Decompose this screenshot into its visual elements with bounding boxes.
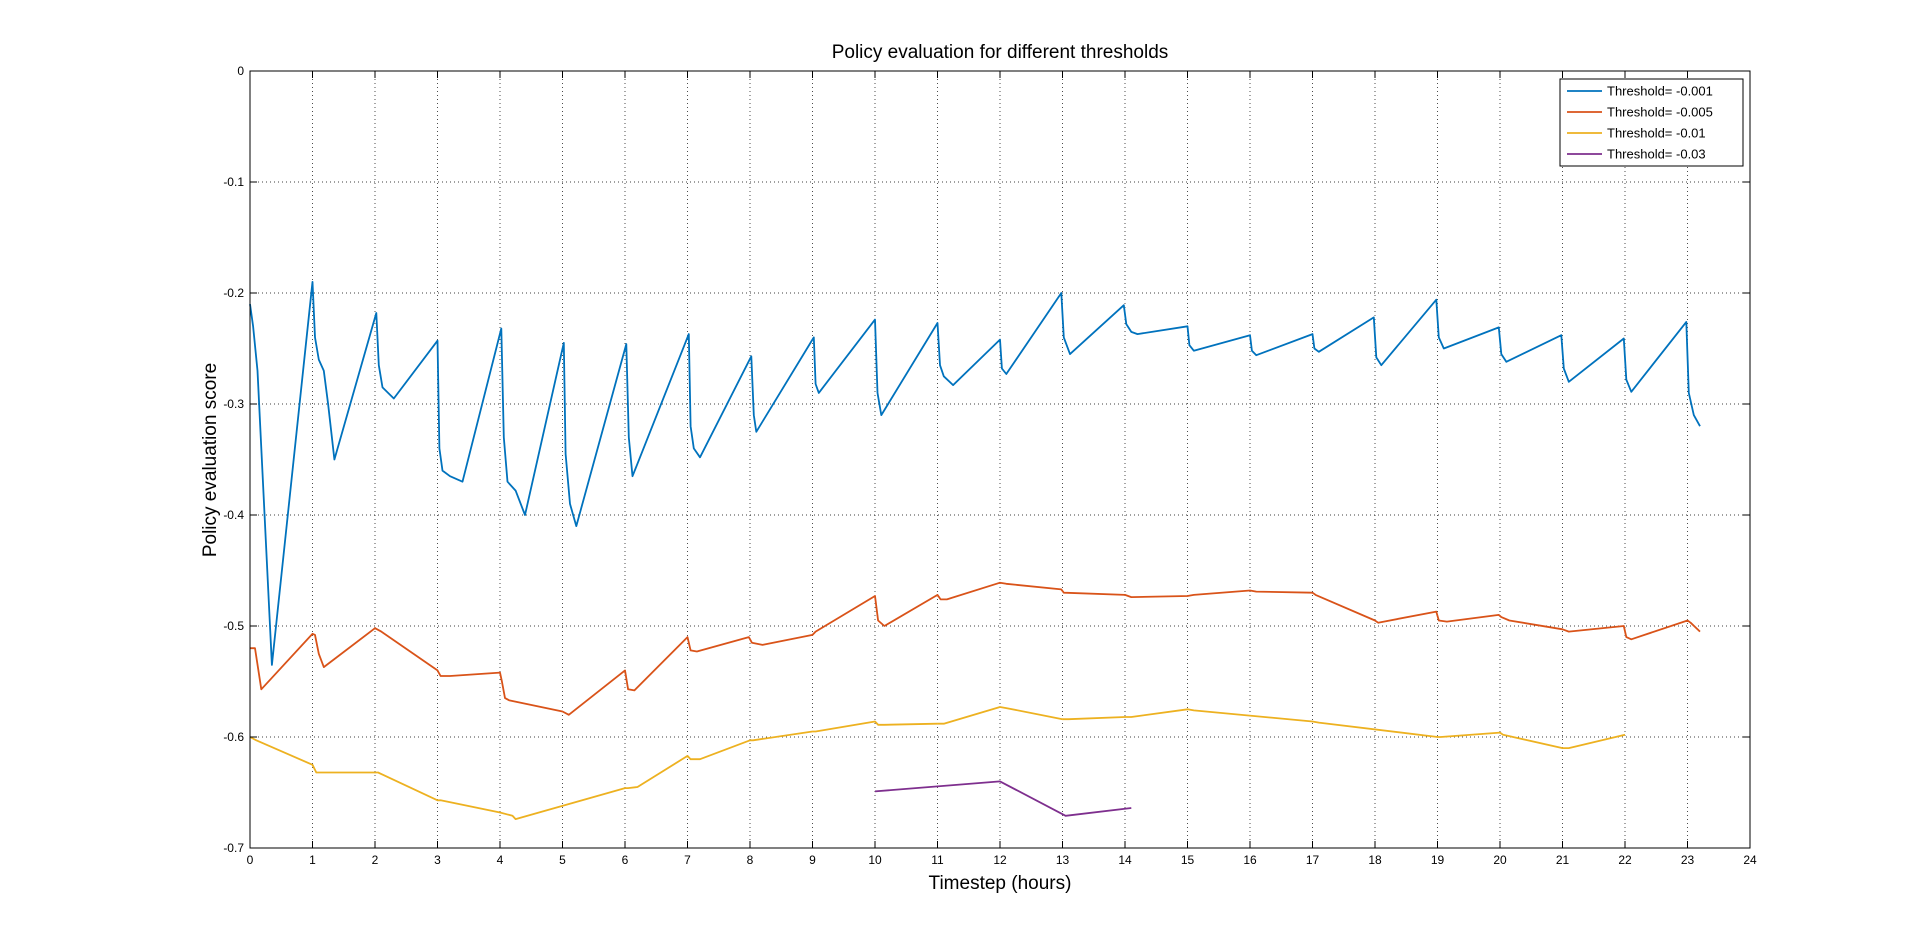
x-tick-label: 2: [372, 853, 379, 867]
legend: Threshold= -0.001 Threshold= -0.005 Thresh…: [1559, 78, 1744, 167]
series-line-4: [874, 780, 1132, 817]
x-tick-label: 6: [622, 853, 629, 867]
legend-label: Threshold= -0.005: [1607, 105, 1713, 120]
series-lines: [249, 280, 1701, 820]
y-tick-label: -0.5: [223, 619, 244, 633]
x-tick-label: 19: [1431, 853, 1445, 867]
y-tick-labels: 0 -0.1 -0.2 -0.3 -0.4 -0.5 -0.6 -0.7: [223, 64, 244, 855]
y-tick-label: -0.3: [223, 397, 244, 411]
x-tick-label: 12: [993, 853, 1007, 867]
x-tick-label: 21: [1556, 853, 1570, 867]
x-tick-label: 15: [1181, 853, 1195, 867]
series-line-2: [250, 581, 1701, 716]
x-tick-label: 5: [559, 853, 566, 867]
legend-label: Threshold= -0.001: [1607, 84, 1713, 99]
x-tick-label: 20: [1493, 853, 1507, 867]
y-tick-label: -0.1: [223, 175, 244, 189]
x-tick-label: 4: [497, 853, 504, 867]
grid: [250, 71, 1750, 848]
legend-label: Threshold= -0.03: [1607, 147, 1706, 162]
chart-title: Policy evaluation for different threshol…: [832, 42, 1169, 63]
y-tick-label: 0: [237, 64, 244, 78]
x-tick-label: 18: [1368, 853, 1382, 867]
x-tick-label: 23: [1681, 853, 1695, 867]
x-tick-labels: 0 1 2 3 4 5 6 7 8 9 10 11 12 13 14 15 16 17 18 19 20 21 22 23 24: [247, 853, 1757, 867]
legend-label: Threshold= -0.01: [1607, 126, 1706, 141]
x-tick-label: 8: [747, 853, 754, 867]
y-tick-label: -0.4: [223, 508, 244, 522]
x-tick-label: 14: [1118, 853, 1132, 867]
x-tick-label: 7: [684, 853, 691, 867]
x-tick-label: 17: [1306, 853, 1320, 867]
x-tick-label: 10: [868, 853, 882, 867]
x-tick-label: 11: [931, 853, 944, 867]
legend-box: [1559, 78, 1744, 167]
x-tick-label: 13: [1056, 853, 1070, 867]
x-axis-label: Timestep (hours): [929, 873, 1072, 894]
x-tick-label: 22: [1618, 853, 1632, 867]
x-tick-label: 1: [309, 853, 316, 867]
y-tick-label: -0.2: [223, 286, 244, 300]
y-tick-label: -0.6: [223, 730, 244, 744]
series-line-3: [249, 706, 1626, 820]
x-tick-label: 9: [809, 853, 816, 867]
x-tick-label: 0: [247, 853, 254, 867]
x-tick-label: 24: [1743, 853, 1757, 867]
tick-marks: [249, 70, 1751, 849]
series-line-1: [249, 280, 1701, 666]
x-tick-label: 3: [434, 853, 441, 867]
y-axis-label: Policy evaluation score: [200, 363, 221, 557]
x-tick-label: 16: [1243, 853, 1257, 867]
y-tick-label: -0.7: [223, 841, 244, 855]
